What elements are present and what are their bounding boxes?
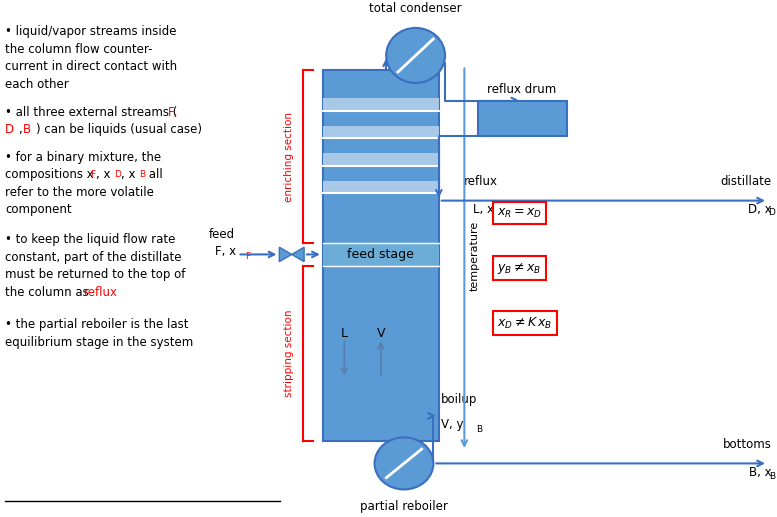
Bar bbox=[322, 181, 439, 193]
Text: B: B bbox=[768, 473, 775, 481]
Text: stripping section: stripping section bbox=[284, 310, 294, 397]
Polygon shape bbox=[291, 247, 304, 262]
Text: D: D bbox=[5, 123, 15, 136]
Text: feed: feed bbox=[209, 228, 235, 241]
Text: V: V bbox=[377, 327, 385, 340]
Text: the column flow counter-: the column flow counter- bbox=[5, 43, 153, 56]
Text: reflux drum: reflux drum bbox=[487, 83, 556, 96]
Text: (accumulator): (accumulator) bbox=[480, 100, 563, 114]
Text: B, x: B, x bbox=[749, 466, 772, 479]
Ellipse shape bbox=[375, 437, 434, 490]
Text: F, x: F, x bbox=[215, 246, 236, 258]
Text: current in direct contact with: current in direct contact with bbox=[5, 60, 177, 73]
Bar bbox=[322, 243, 439, 266]
Text: reflux: reflux bbox=[84, 286, 118, 299]
FancyBboxPatch shape bbox=[478, 100, 566, 135]
Text: R: R bbox=[513, 207, 519, 216]
Text: ,: , bbox=[19, 123, 23, 136]
Text: each other: each other bbox=[5, 78, 69, 91]
Text: B: B bbox=[139, 170, 145, 178]
Text: • to keep the liquid flow rate: • to keep the liquid flow rate bbox=[5, 233, 176, 246]
Text: feed stage: feed stage bbox=[347, 248, 414, 261]
Ellipse shape bbox=[386, 28, 445, 83]
Text: L, x: L, x bbox=[472, 203, 493, 216]
Text: partial reboiler: partial reboiler bbox=[360, 500, 448, 513]
Text: must be returned to the top of: must be returned to the top of bbox=[5, 268, 186, 281]
Bar bbox=[322, 70, 439, 441]
Text: $x_D \neq K\,x_B$: $x_D \neq K\,x_B$ bbox=[497, 316, 552, 331]
Text: reflux: reflux bbox=[463, 175, 497, 188]
Text: B: B bbox=[23, 123, 31, 136]
Text: , x: , x bbox=[96, 168, 110, 181]
Text: enriching section: enriching section bbox=[284, 112, 294, 202]
Text: equilibrium stage in the system: equilibrium stage in the system bbox=[5, 336, 193, 349]
Text: D, x: D, x bbox=[748, 203, 772, 216]
Text: B: B bbox=[476, 425, 482, 434]
Bar bbox=[322, 153, 439, 165]
Polygon shape bbox=[280, 247, 291, 262]
Bar bbox=[322, 126, 439, 138]
Text: boilup: boilup bbox=[441, 393, 478, 406]
Text: ) can be liquids (usual case): ) can be liquids (usual case) bbox=[37, 123, 202, 136]
Text: F: F bbox=[89, 170, 95, 178]
Text: refer to the more volatile: refer to the more volatile bbox=[5, 186, 154, 199]
Text: L: L bbox=[341, 327, 348, 340]
Text: D: D bbox=[768, 208, 775, 217]
Text: • for a binary mixture, the: • for a binary mixture, the bbox=[5, 150, 162, 163]
Text: $y_B \neq x_B$: $y_B \neq x_B$ bbox=[497, 261, 541, 276]
Text: $x_R = x_D$: $x_R = x_D$ bbox=[497, 207, 542, 220]
Text: component: component bbox=[5, 203, 72, 216]
Text: compositions x: compositions x bbox=[5, 168, 94, 181]
Text: • the partial reboiler is the last: • the partial reboiler is the last bbox=[5, 318, 189, 331]
Text: , x: , x bbox=[120, 168, 135, 181]
Text: the column as: the column as bbox=[5, 286, 92, 299]
Text: • liquid/vapor streams inside: • liquid/vapor streams inside bbox=[5, 25, 176, 38]
Text: all: all bbox=[145, 168, 163, 181]
Text: distillate: distillate bbox=[720, 175, 772, 188]
Text: F,: F, bbox=[168, 105, 178, 118]
Bar bbox=[322, 98, 439, 111]
Text: D: D bbox=[114, 170, 121, 178]
Text: total condenser: total condenser bbox=[369, 3, 462, 16]
Text: temperature: temperature bbox=[469, 221, 479, 291]
Text: constant, part of the distillate: constant, part of the distillate bbox=[5, 251, 182, 264]
Text: F: F bbox=[246, 252, 250, 262]
Text: bottoms: bottoms bbox=[723, 438, 772, 451]
Text: V, y: V, y bbox=[441, 418, 464, 431]
Text: • all three external streams (: • all three external streams ( bbox=[5, 105, 178, 118]
